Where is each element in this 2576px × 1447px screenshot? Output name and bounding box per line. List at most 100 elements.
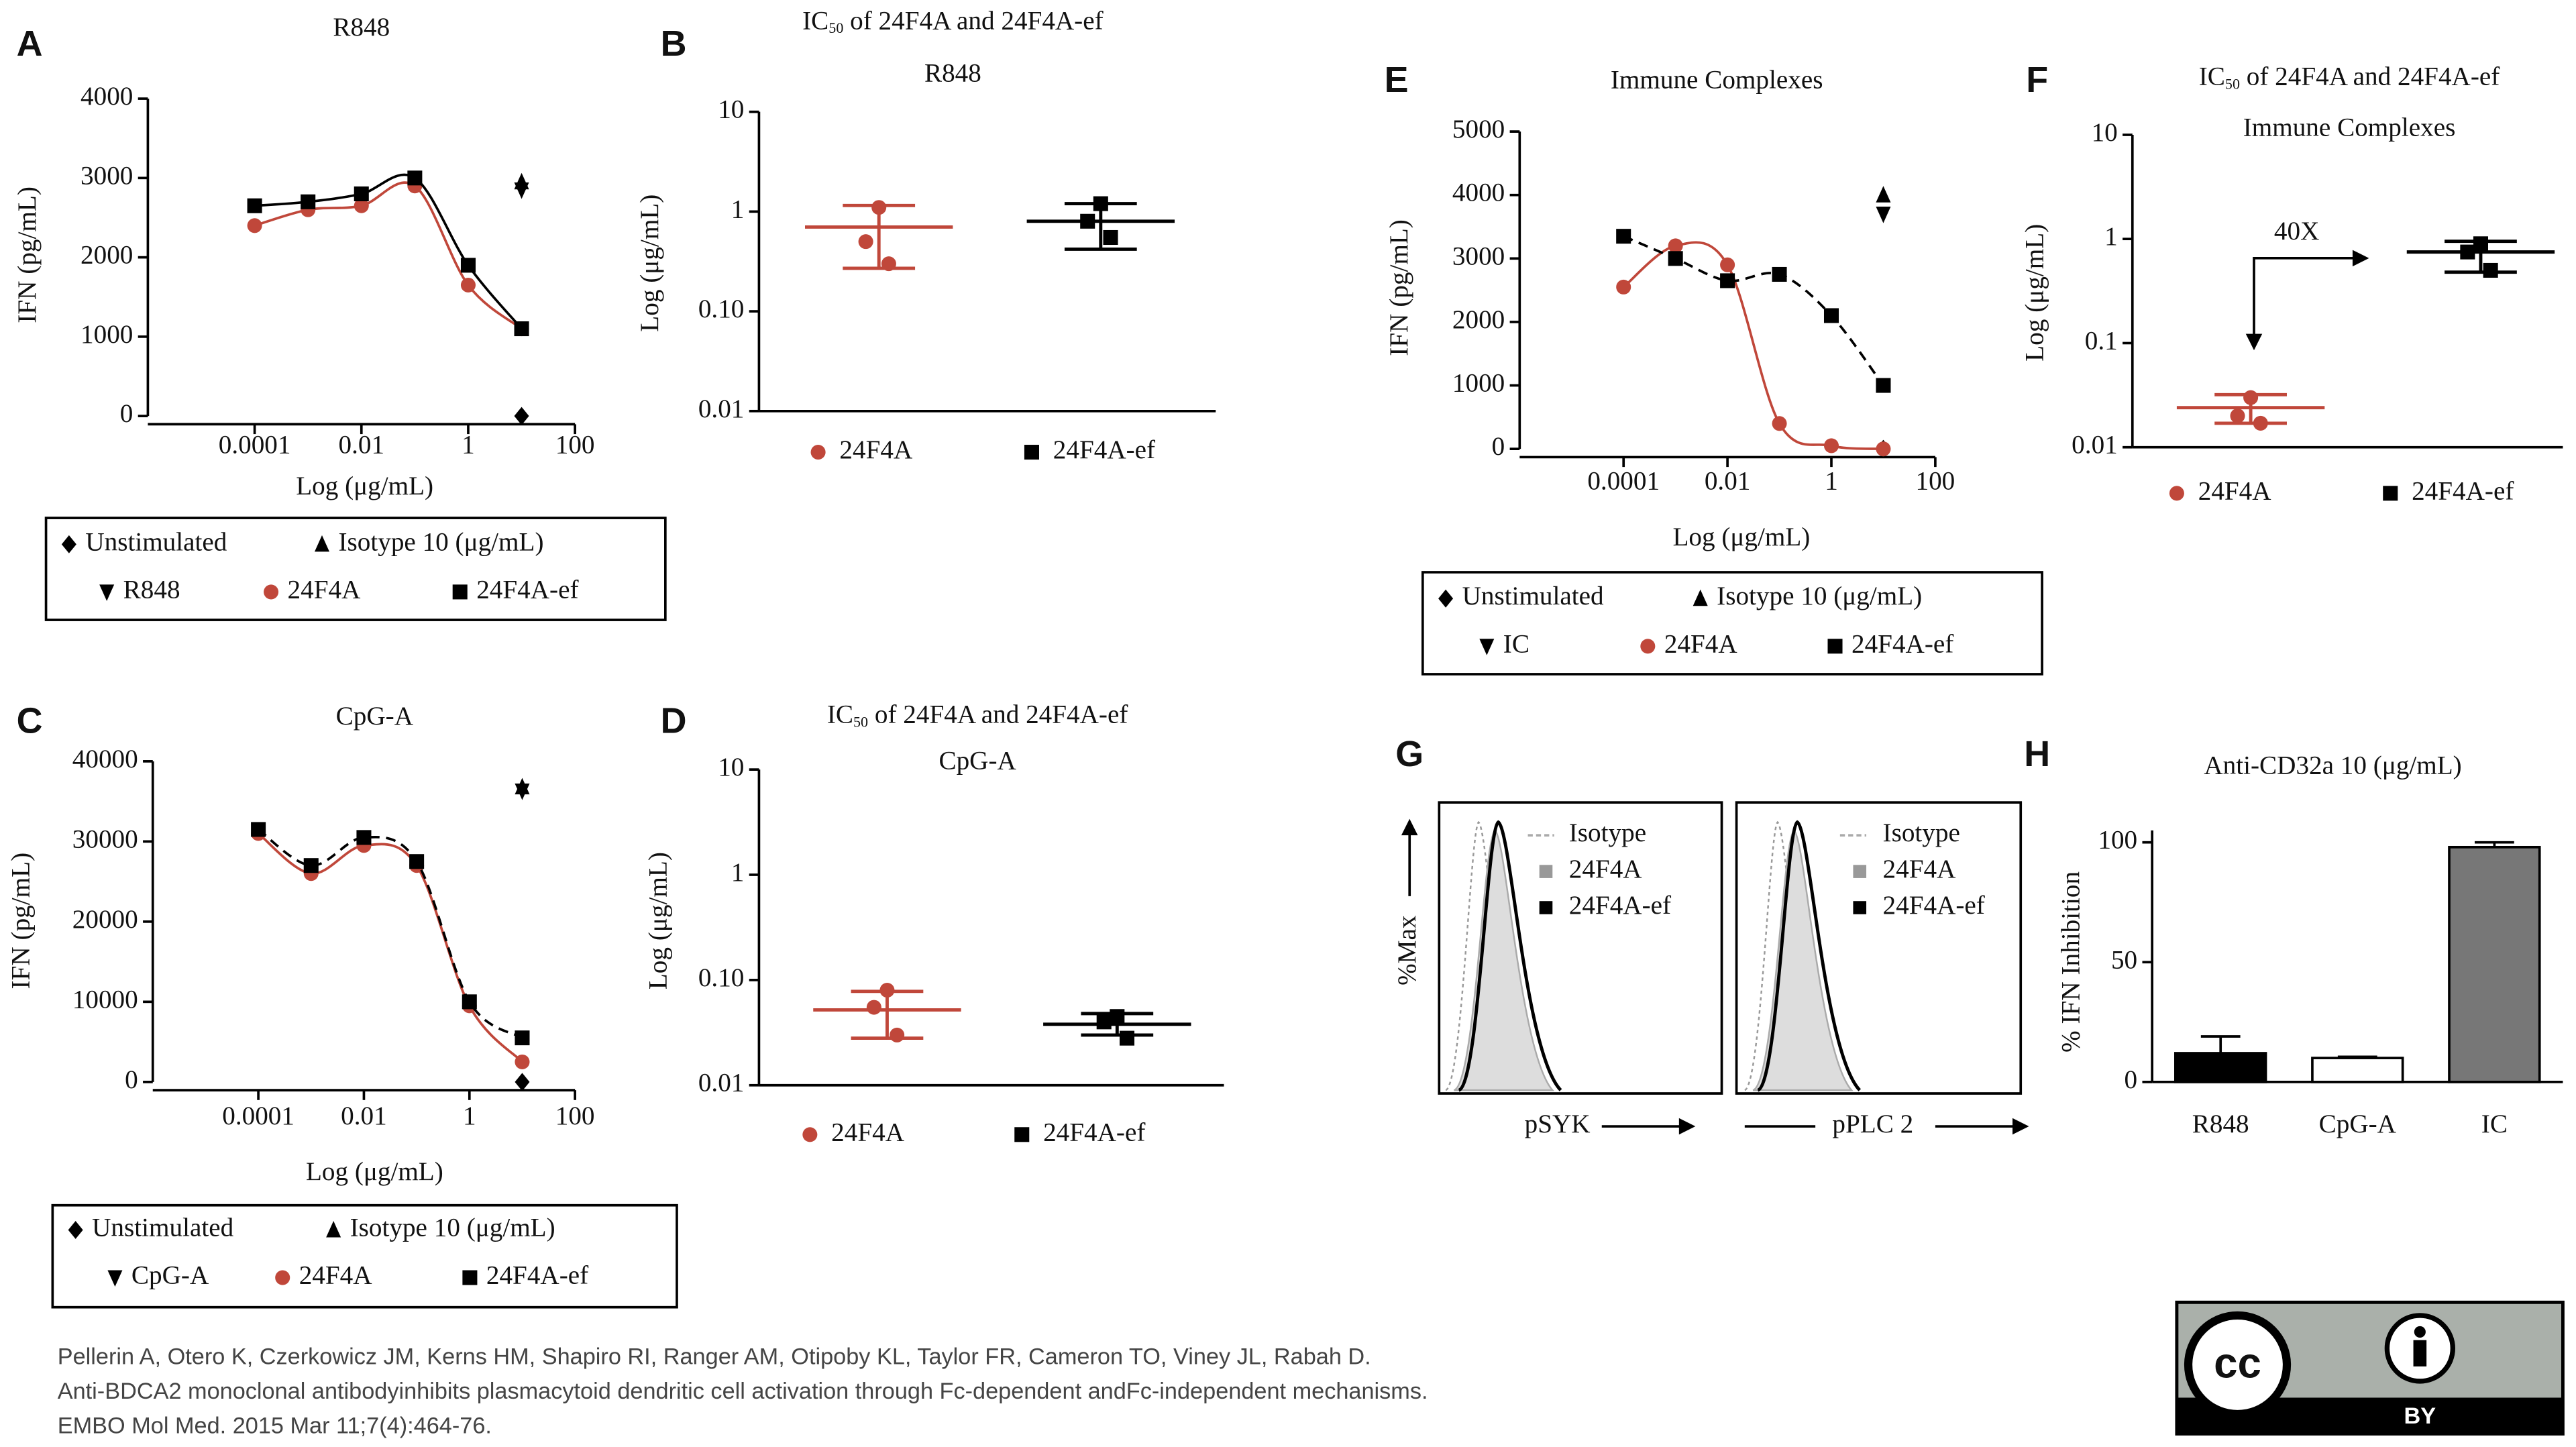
24f4a-curve xyxy=(1453,829,1554,1091)
legend-marker xyxy=(107,1270,123,1287)
y-tick-label: 10 xyxy=(2092,118,2118,147)
title-text: of 24F4A and 24F4A-ef xyxy=(2247,62,2500,91)
panel-letter: H xyxy=(2024,734,2050,774)
citation-source: EMBO Mol Med. 2015 Mar 11;7(4):464-76. xyxy=(58,1413,492,1439)
legend-marker xyxy=(2169,486,2184,501)
x-tick-label: IC xyxy=(2481,1110,2508,1138)
data-point xyxy=(354,186,369,202)
legend-label: Isotype 10 (μg/mL) xyxy=(338,527,543,556)
x-tick-label: 0.01 xyxy=(341,1102,387,1130)
x-tick-label: 0.01 xyxy=(339,431,385,460)
y-axis-label: IFN (pg/mL) xyxy=(13,186,42,323)
y-tick-label: 0 xyxy=(120,399,133,428)
data-point xyxy=(409,854,425,869)
legend-label: 24F4A xyxy=(831,1118,905,1146)
data-point xyxy=(1720,273,1735,288)
data-point xyxy=(1823,438,1839,453)
legend-marker xyxy=(99,584,115,601)
fit-line xyxy=(257,832,523,1063)
24f4a-curve xyxy=(1752,829,1854,1091)
legend-label: 24F4A xyxy=(1569,855,1643,883)
data-point xyxy=(515,1073,530,1091)
y-tick-label: 1 xyxy=(731,858,745,887)
y-tick-label: 2000 xyxy=(1452,305,1505,334)
data-point xyxy=(356,830,372,845)
x-axis-label: pSYK xyxy=(1525,1110,1591,1138)
y-tick-label: 0 xyxy=(2125,1065,2138,1094)
data-point xyxy=(2230,408,2245,424)
legend-label: CpG-A xyxy=(131,1261,209,1290)
legend-label: Isotype 10 (μg/mL) xyxy=(350,1213,555,1242)
legend-label: 24F4A-ef xyxy=(2412,476,2514,505)
legend-box xyxy=(44,517,667,621)
y-tick-label: 1000 xyxy=(80,320,133,349)
arrow-head xyxy=(1678,1118,1696,1135)
fit-line xyxy=(254,173,523,330)
y-tick-label: 0.01 xyxy=(2072,431,2118,460)
legend-marker xyxy=(68,1220,83,1239)
data-point xyxy=(1876,441,1891,457)
chart-subtitle: CpG-A xyxy=(938,746,1016,775)
x-tick-label: 1 xyxy=(462,431,475,460)
chart-title: IC50 of 24F4A and 24F4A-ef xyxy=(827,700,1128,731)
panel-letter: D xyxy=(661,701,687,741)
data-point xyxy=(515,1054,530,1070)
legend-label: 24F4A-ef xyxy=(486,1261,589,1290)
legend-marker xyxy=(1479,639,1495,655)
24f4a-ef-curve xyxy=(1756,820,1862,1092)
24f4a-ef-curve xyxy=(1458,820,1562,1092)
legend-marker xyxy=(326,1220,341,1238)
title-text: of 24F4A and 24F4A-ef xyxy=(875,700,1128,729)
legend-marker xyxy=(1853,901,1867,914)
arrow-head xyxy=(2012,1118,2029,1135)
data-point xyxy=(247,218,262,233)
data-point xyxy=(515,784,530,800)
by-text: BY xyxy=(2404,1403,2436,1429)
legend-label: 24F4A xyxy=(288,575,362,604)
data-point xyxy=(866,1000,881,1015)
data-point xyxy=(1616,279,1631,294)
legend-marker xyxy=(275,1270,290,1285)
chart-title: CpG-A xyxy=(336,702,414,731)
title-text: of 24F4A and 24F4A-ef xyxy=(850,6,1104,35)
legend-label: 24F4A xyxy=(839,435,913,464)
panel-letter: A xyxy=(17,23,43,64)
y-tick-label: 20000 xyxy=(72,905,138,934)
x-tick-label: 100 xyxy=(555,431,595,460)
data-point xyxy=(460,277,476,293)
legend-marker xyxy=(452,584,468,600)
data-point xyxy=(515,1030,530,1046)
title-subscript: 50 xyxy=(2225,76,2240,93)
legend-label: 24F4A-ef xyxy=(476,575,579,604)
x-tick-label: 1 xyxy=(1825,467,1838,496)
panel-letter: B xyxy=(661,23,687,64)
chart-title: IC50 of 24F4A and 24F4A-ef xyxy=(2199,62,2500,93)
legend-marker xyxy=(1539,901,1553,914)
data-point xyxy=(247,198,262,213)
panel-letter: F xyxy=(2026,60,2048,100)
y-axis-label: %Max xyxy=(1393,915,1421,985)
title-subscript: 50 xyxy=(828,19,843,36)
y-tick-label: 1000 xyxy=(1452,369,1505,398)
data-point xyxy=(407,170,423,186)
flow-panel: G Isotype 24F4A 24F4A-ef Isotype 24F4A 2… xyxy=(1393,734,2029,1138)
data-point xyxy=(1823,308,1839,323)
data-point xyxy=(462,994,477,1010)
legend-label: 24F4A-ef xyxy=(1883,891,1986,920)
x-axis-label: Log (μg/mL) xyxy=(1672,523,1810,551)
x-tick-label: R848 xyxy=(2192,1110,2249,1138)
data-point xyxy=(1876,186,1891,203)
title-subscript: 50 xyxy=(853,714,868,731)
x-axis-label: pPLC 2 xyxy=(1832,1110,1913,1138)
data-point xyxy=(251,822,266,837)
bar xyxy=(2448,845,2541,1083)
y-tick-label: 0 xyxy=(125,1065,138,1094)
legend-label: Isotype xyxy=(1883,818,1960,847)
data-point xyxy=(1876,378,1891,393)
legend-marker xyxy=(2383,486,2398,501)
y-tick-label: 10000 xyxy=(72,985,138,1014)
legend-label: 24F4A xyxy=(1664,629,1738,658)
x-axis-label: Log (μg/mL) xyxy=(296,472,433,500)
y-axis-label: % IFN Inhibition xyxy=(2057,871,2086,1053)
